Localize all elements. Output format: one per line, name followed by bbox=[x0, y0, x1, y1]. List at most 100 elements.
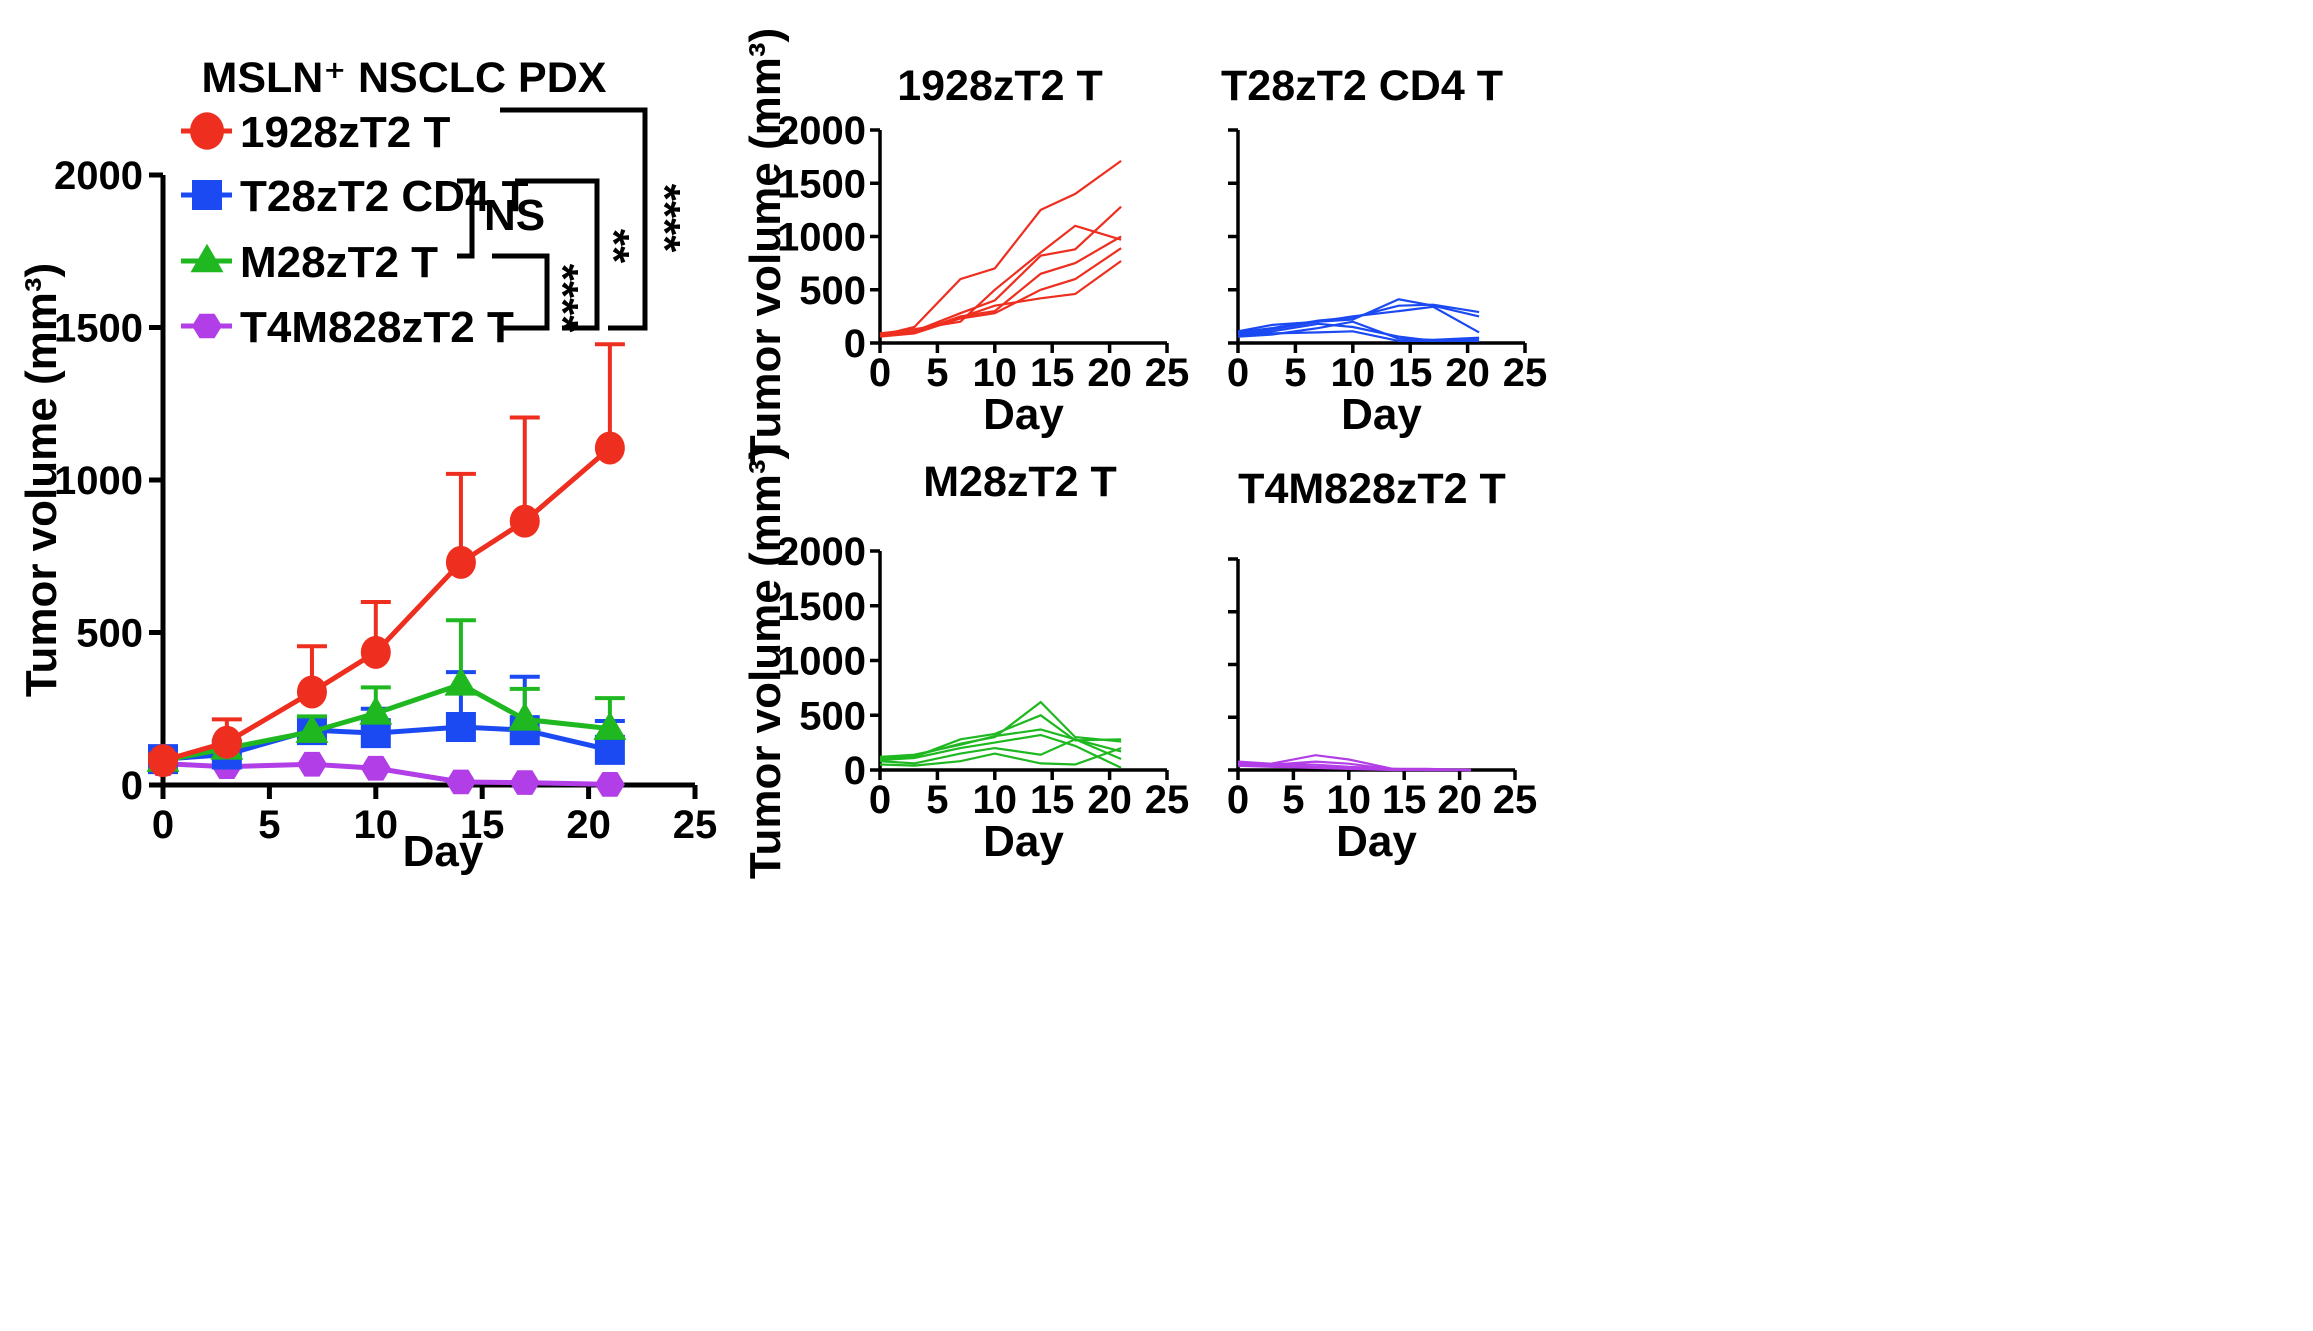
data-point bbox=[445, 545, 476, 579]
panel-y-tick-label: 0 bbox=[844, 749, 866, 793]
panel-title: M28zT2 T bbox=[923, 458, 1117, 506]
panel-x-axis-label: Day bbox=[983, 390, 1064, 439]
data-point bbox=[211, 725, 242, 759]
legend-label: 1928zT2 T bbox=[240, 108, 450, 157]
panel-x-tick-label: 5 bbox=[1284, 351, 1306, 395]
series-0 bbox=[148, 342, 625, 764]
panel-x-tick-label: 25 bbox=[1493, 778, 1538, 822]
sig-bracket bbox=[457, 178, 475, 259]
individual-line bbox=[1237, 764, 1471, 772]
main-x-tick-label: 5 bbox=[258, 803, 280, 847]
data-point bbox=[509, 770, 540, 795]
individual-line bbox=[879, 205, 1122, 337]
data-point bbox=[360, 635, 391, 669]
data-point bbox=[360, 755, 391, 781]
panel-x-tick-label: 25 bbox=[1503, 351, 1548, 395]
panel-title: T28zT2 CD4 T bbox=[1221, 62, 1503, 110]
legend-label: T4M828zT2 T bbox=[240, 303, 514, 352]
panel-y-tick-label: 2000 bbox=[777, 530, 866, 574]
individual-line bbox=[879, 260, 1122, 337]
panel-2 bbox=[1228, 128, 1527, 353]
panel-y-axis-label: Tumor volume (mm³) bbox=[741, 445, 790, 879]
panel-x-tick-label: 15 bbox=[1030, 778, 1075, 822]
main-x-tick-label: 10 bbox=[354, 803, 399, 847]
data-point bbox=[508, 702, 542, 731]
data-point bbox=[594, 734, 625, 765]
panel-axes bbox=[1236, 559, 1515, 772]
panel-x-tick-label: 25 bbox=[1145, 778, 1190, 822]
legend-marker bbox=[192, 180, 222, 210]
individual-line bbox=[1237, 305, 1480, 335]
panel-title: T4M828zT2 T bbox=[1238, 465, 1506, 513]
panel-1 bbox=[870, 128, 1169, 353]
data-point bbox=[509, 504, 540, 538]
sig-label: NS bbox=[484, 191, 545, 240]
main-x-axis-label: Day bbox=[403, 827, 484, 876]
panel-x-tick-label: 15 bbox=[1382, 778, 1427, 822]
panel-axes bbox=[878, 130, 1167, 345]
panel-y-tick-label: 1000 bbox=[777, 640, 866, 684]
panel-x-tick-label: 5 bbox=[926, 778, 948, 822]
panel-y-tick-label: 500 bbox=[799, 694, 866, 738]
individual-line bbox=[879, 224, 1122, 335]
panel-x-axis-label: Day bbox=[1336, 817, 1417, 866]
panel-x-tick-label: 0 bbox=[869, 351, 891, 395]
panel-y-axis-label: Tumor volume (mm³) bbox=[741, 28, 790, 462]
sig-bracket bbox=[500, 107, 648, 331]
panel-y-tick-label: 1500 bbox=[777, 585, 866, 629]
series-line bbox=[162, 446, 612, 764]
data-point bbox=[296, 675, 327, 709]
main-x-tick-label: 20 bbox=[566, 803, 611, 847]
panel-x-tick-label: 20 bbox=[1087, 351, 1132, 395]
panel-x-tick-label: 10 bbox=[1327, 778, 1372, 822]
data-point bbox=[593, 711, 627, 740]
data-point bbox=[594, 431, 625, 465]
sig-label: **** bbox=[640, 184, 689, 253]
main-y-axis-label: Tumor volume (mm³) bbox=[17, 263, 66, 697]
main-y-tick-label: 2000 bbox=[54, 154, 143, 198]
legend-marker bbox=[190, 243, 224, 273]
panel-y-tick-label: 500 bbox=[799, 269, 866, 313]
data-point bbox=[295, 714, 329, 743]
data-point bbox=[445, 769, 476, 795]
panel-x-tick-label: 25 bbox=[1145, 351, 1190, 395]
panel-x-tick-label: 10 bbox=[973, 351, 1018, 395]
panel-y-tick-label: 1500 bbox=[777, 162, 866, 206]
panel-x-tick-label: 20 bbox=[1445, 351, 1490, 395]
panel-3 bbox=[870, 549, 1169, 780]
main-x-tick-label: 0 bbox=[152, 803, 174, 847]
panel-x-tick-label: 5 bbox=[1282, 778, 1304, 822]
data-point bbox=[444, 667, 478, 696]
main-y-tick-label: 1000 bbox=[54, 459, 143, 503]
individual-line bbox=[879, 738, 1122, 765]
panel-x-tick-label: 20 bbox=[1087, 778, 1132, 822]
data-point bbox=[359, 696, 393, 725]
panel-y-tick-label: 2000 bbox=[777, 109, 866, 153]
panel-x-axis-label: Day bbox=[1341, 390, 1422, 439]
data-point bbox=[148, 744, 178, 778]
main-x-tick-label: 15 bbox=[460, 803, 505, 847]
sig-bracket bbox=[492, 253, 550, 331]
main-y-tick-label: 0 bbox=[121, 764, 143, 808]
data-point bbox=[445, 712, 476, 743]
panel-title: 1928zT2 T bbox=[897, 62, 1103, 110]
panel-x-tick-label: 5 bbox=[926, 351, 948, 395]
individual-line bbox=[1237, 320, 1480, 341]
panel-x-tick-label: 0 bbox=[869, 778, 891, 822]
panel-y-tick-label: 0 bbox=[844, 322, 866, 366]
data-point bbox=[297, 751, 327, 777]
individual-line bbox=[879, 160, 1122, 337]
main-y-tick-label: 500 bbox=[76, 612, 143, 656]
panel-x-axis-label: Day bbox=[983, 817, 1064, 866]
sig-label: **** bbox=[538, 264, 587, 333]
legend-label: T28zT2 CD4 T bbox=[240, 172, 529, 221]
panel-4 bbox=[1228, 557, 1517, 780]
panel-x-tick-label: 20 bbox=[1437, 778, 1482, 822]
panel-x-tick-label: 0 bbox=[1227, 778, 1249, 822]
sig-bracket bbox=[515, 178, 600, 331]
legend-marker bbox=[190, 112, 224, 150]
data-point bbox=[594, 772, 625, 797]
main-x-tick-label: 25 bbox=[673, 803, 718, 847]
panel-x-tick-label: 15 bbox=[1388, 351, 1433, 395]
